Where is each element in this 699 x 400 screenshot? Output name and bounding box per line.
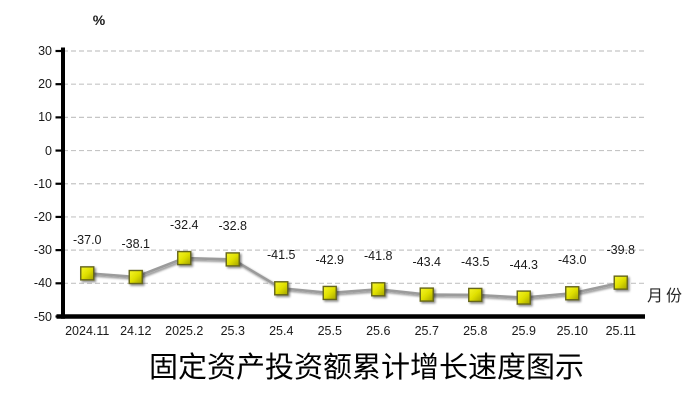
data-point-marker	[274, 281, 289, 296]
data-point-marker	[516, 290, 531, 305]
data-point-marker	[177, 250, 192, 266]
chart-title: 固定资产投资额累计增长速度图示	[148, 352, 584, 384]
data-point-marker	[80, 266, 95, 281]
data-point-marker	[419, 287, 434, 302]
data-point-marker	[468, 287, 483, 303]
y-axis-unit-label: %	[92, 12, 106, 28]
data-point-marker	[322, 285, 337, 301]
data-point-marker	[225, 252, 240, 267]
data-point-marker	[371, 282, 386, 297]
data-point-marker	[565, 286, 580, 301]
x-axis-title: 月份	[647, 288, 686, 305]
data-point-marker	[128, 269, 143, 285]
series-line	[87, 256, 622, 299]
data-point-marker	[613, 275, 628, 290]
